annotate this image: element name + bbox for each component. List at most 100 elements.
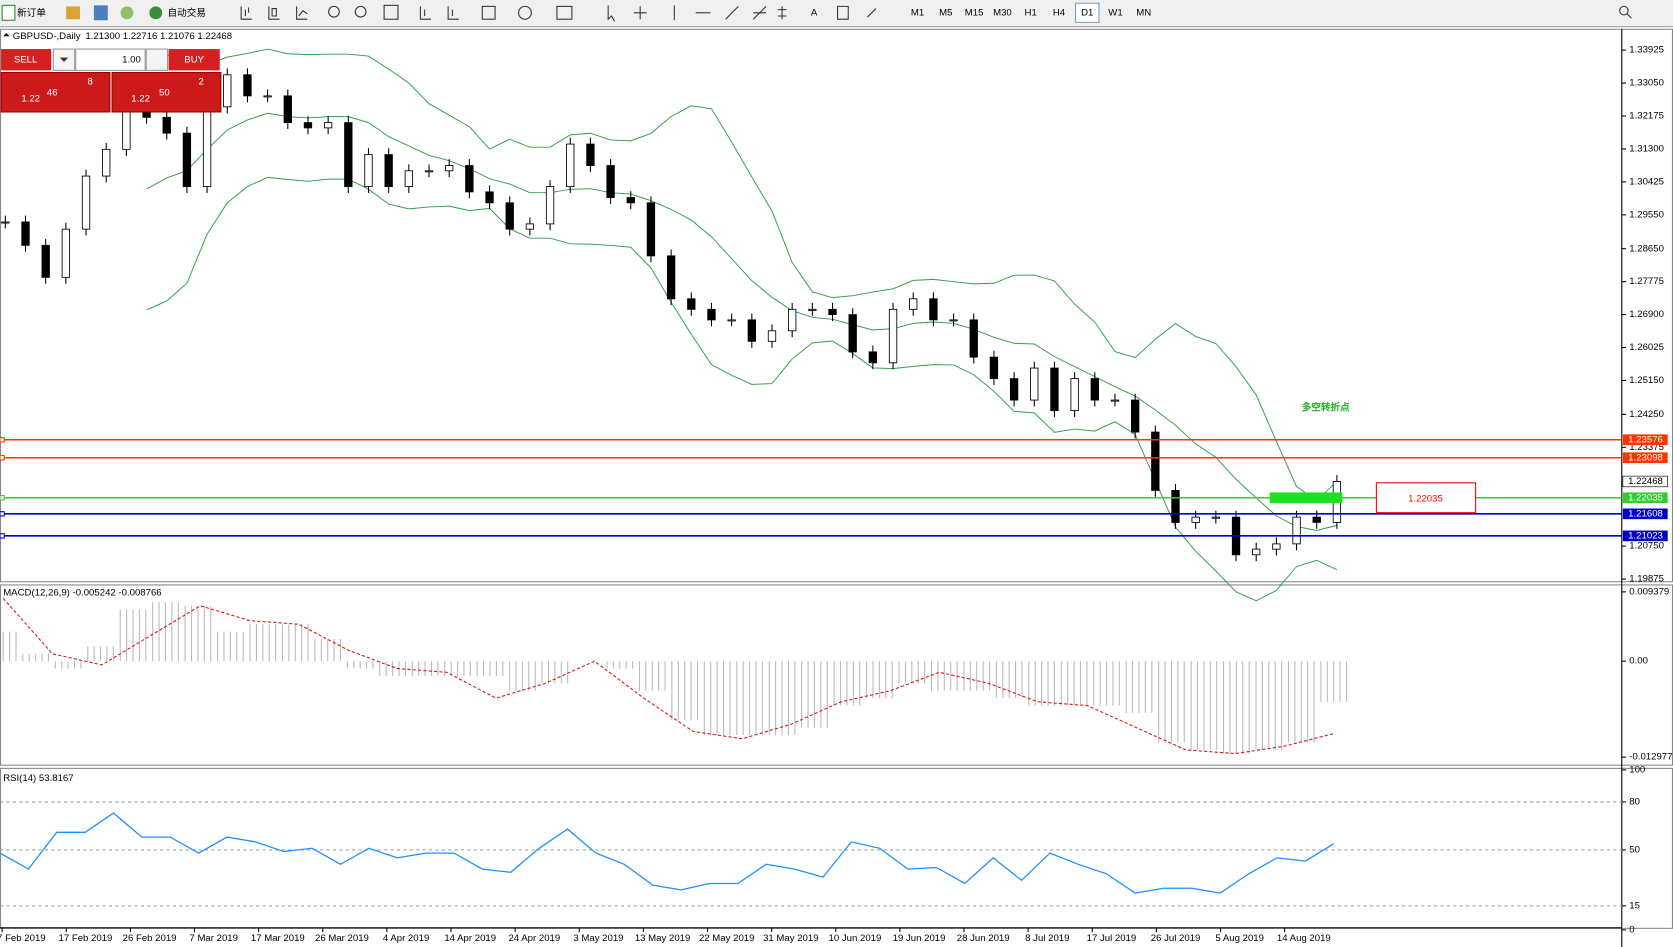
new-order-icon[interactable] — [1, 4, 16, 21]
x-tick-label: 3 May 2019 — [573, 933, 623, 944]
level-handle — [0, 495, 5, 501]
current-price-label: 1.22468 — [1628, 476, 1663, 487]
candle — [566, 143, 575, 188]
y-tick-label: 0 — [1629, 924, 1634, 935]
icon[interactable] — [120, 6, 134, 20]
candle — [545, 186, 555, 225]
candle — [323, 122, 333, 129]
candle — [808, 308, 817, 311]
buy-label[interactable]: BUY — [184, 54, 204, 65]
timeframe-button[interactable]: MN — [1136, 7, 1151, 18]
icon[interactable] — [66, 6, 81, 20]
y-tick-label: 50 — [1629, 844, 1640, 855]
timeframe-button[interactable]: M30 — [993, 7, 1012, 18]
icon[interactable] — [93, 5, 108, 21]
x-tick-label: 17 Feb 2019 — [59, 933, 113, 944]
y-tick-label: 80 — [1629, 796, 1640, 807]
current-price-box — [1622, 475, 1668, 488]
y-tick-label: -0.012977 — [1629, 752, 1672, 763]
y-tick-label: 1.26900 — [1629, 309, 1664, 320]
candle — [1211, 516, 1221, 519]
candle — [626, 197, 635, 204]
candle — [646, 202, 656, 257]
rsi-chart: 100 80 50 15 0 — [0, 764, 1645, 935]
macd-chart: 0.009379 0.00 -0.012977 — [2, 586, 1672, 763]
y-tick-label: 1.31300 — [1629, 143, 1664, 154]
candle — [707, 308, 716, 321]
auto-trading-button[interactable]: 自动交易 — [168, 7, 206, 19]
timeframe-button[interactable]: M5 — [939, 7, 952, 18]
timeframe-button[interactable]: H4 — [1053, 7, 1066, 18]
candle — [929, 298, 938, 321]
sell-label[interactable]: SELL — [14, 54, 38, 65]
x-tick-label: 19 Jun 2019 — [893, 933, 946, 944]
signal-line — [2, 598, 1334, 755]
ask-prefix: 1.22 — [131, 94, 150, 105]
bid-box[interactable] — [0, 71, 111, 113]
timeframe-button[interactable]: H1 — [1025, 7, 1037, 18]
lot-spinner[interactable] — [145, 48, 169, 71]
y-tick-label: 1.32175 — [1629, 111, 1664, 122]
candle — [989, 356, 999, 380]
candle — [767, 330, 777, 342]
y-tick-label: 1.28650 — [1629, 243, 1664, 254]
x-tick-label: 7 Mar 2019 — [189, 933, 238, 944]
x-tick-label: 17 Mar 2019 — [251, 933, 305, 944]
candle — [182, 132, 192, 188]
y-tick-label: 0.00 — [1629, 656, 1648, 667]
level-label-box — [1622, 508, 1668, 520]
candle — [465, 165, 474, 193]
level-handle — [0, 437, 5, 443]
lot-value[interactable]: 1.00 — [122, 54, 141, 65]
auto-trading-icon[interactable] — [149, 6, 163, 20]
macd-title: MACD(12,26,9) -0.005242 -0.008766 — [3, 587, 161, 598]
x-tick-label: 4 Apr 2019 — [383, 933, 429, 944]
candle — [243, 74, 252, 97]
candle — [1030, 367, 1039, 401]
candle — [1171, 489, 1180, 523]
timeframe-button[interactable]: M1 — [911, 7, 924, 18]
buy-button[interactable] — [168, 49, 220, 71]
sell-button[interactable] — [1, 49, 52, 71]
candle — [1252, 548, 1261, 556]
highlight-label: 1.22035 — [1408, 493, 1443, 504]
y-tick-label: 1.29550 — [1629, 209, 1664, 220]
y-tick-label: 1.27775 — [1629, 276, 1664, 287]
highlight-bar — [1269, 492, 1343, 504]
ask-box[interactable] — [111, 71, 222, 113]
bid-big: 46 — [47, 87, 58, 98]
candle — [61, 228, 71, 278]
y-tick-label: 1.30425 — [1629, 176, 1664, 187]
candle — [424, 170, 434, 173]
y-tick-label: 1.26025 — [1629, 342, 1664, 353]
timeframe-active — [1074, 2, 1100, 23]
candle — [525, 223, 535, 230]
candle — [384, 154, 393, 188]
bollinger-band — [146, 48, 1338, 502]
level-label: 1.23098 — [1628, 452, 1663, 463]
candle — [404, 170, 414, 188]
ohlc-header: 1.21300 1.22716 1.21076 1.22468 — [85, 31, 232, 42]
y-tick-label: 1.33050 — [1629, 78, 1664, 89]
annotation: 多空转折点 — [1302, 401, 1350, 413]
ask-big: 50 — [159, 87, 170, 98]
new-order-button[interactable]: 新订单 — [17, 7, 46, 19]
lot-input[interactable] — [75, 48, 146, 71]
candle — [223, 74, 232, 108]
candle — [303, 122, 313, 129]
timeframe-button[interactable]: M15 — [965, 7, 984, 18]
candle — [41, 244, 50, 278]
one-click-trading: SELL 1.00 BUY 1.22 46 8 1.22 50 2 — [0, 48, 222, 113]
timeframe-button[interactable]: D1 — [1081, 7, 1093, 18]
candle — [1070, 378, 1079, 412]
candle — [81, 175, 91, 230]
timeframe-button[interactable]: W1 — [1108, 7, 1122, 18]
level-label-box — [1622, 452, 1668, 464]
rsi-window — [0, 767, 1673, 929]
level-label: 1.21023 — [1628, 530, 1663, 541]
candle — [102, 148, 111, 177]
level-label: 1.21608 — [1628, 508, 1663, 519]
candle — [1090, 378, 1099, 401]
candle — [969, 319, 978, 358]
